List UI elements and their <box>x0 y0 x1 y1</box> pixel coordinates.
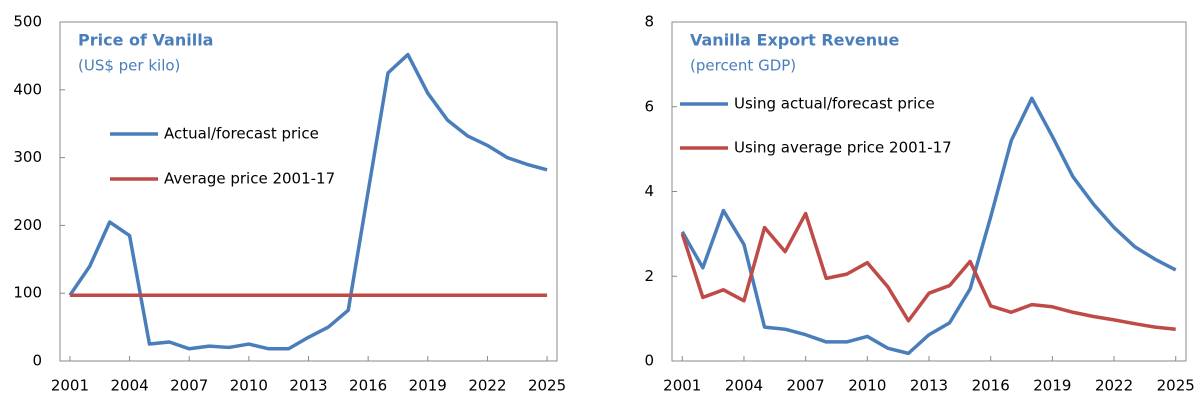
y-tick-label: 6 <box>644 97 654 115</box>
y-tick-label: 300 <box>13 148 42 166</box>
series-line <box>680 211 1176 331</box>
chart-subtitle: (percent GDP) <box>690 57 796 75</box>
x-tick-label: 2007 <box>170 377 208 395</box>
y-tick-label: 8 <box>644 13 654 31</box>
x-tick-label: 2016 <box>972 377 1010 395</box>
x-tick-label: 2013 <box>910 377 948 395</box>
series-line <box>680 96 1177 356</box>
x-tick-label: 2022 <box>1095 377 1133 395</box>
x-tick-label: 2019 <box>409 377 447 395</box>
x-tick-label: 2019 <box>1033 377 1071 395</box>
x-tick-label: 2025 <box>1157 377 1195 395</box>
y-tick-label: 0 <box>644 352 654 370</box>
x-tick-label: 2010 <box>230 377 268 395</box>
x-tick-label: 2001 <box>51 377 89 395</box>
x-tick-label: 2010 <box>848 377 886 395</box>
y-tick-label: 100 <box>13 284 42 302</box>
x-tick-label: 2025 <box>528 377 566 395</box>
x-tick-label: 2016 <box>349 377 387 395</box>
x-tick-label: 2007 <box>787 377 825 395</box>
legend-label: Using average price 2001-17 <box>734 139 952 157</box>
legend-label: Average price 2001-17 <box>164 170 335 188</box>
y-tick-label: 4 <box>644 182 654 200</box>
y-tick-label: 0 <box>32 352 42 370</box>
legend-label: Using actual/forecast price <box>734 95 935 113</box>
y-tick-label: 400 <box>13 80 42 98</box>
x-tick-label: 2013 <box>289 377 327 395</box>
x-tick-label: 2001 <box>663 377 701 395</box>
y-tick-label: 200 <box>13 216 42 234</box>
x-tick-label: 2022 <box>468 377 506 395</box>
x-tick-label: 2004 <box>725 377 763 395</box>
x-tick-label: 2004 <box>110 377 148 395</box>
chart-title: Price of Vanilla <box>78 31 213 50</box>
chart-subtitle: (US$ per kilo) <box>78 57 180 75</box>
y-tick-label: 2 <box>644 267 654 285</box>
chart-title: Vanilla Export Revenue <box>690 31 900 50</box>
legend-label: Actual/forecast price <box>164 125 319 143</box>
y-tick-label: 500 <box>13 13 42 31</box>
series-line <box>68 52 548 351</box>
